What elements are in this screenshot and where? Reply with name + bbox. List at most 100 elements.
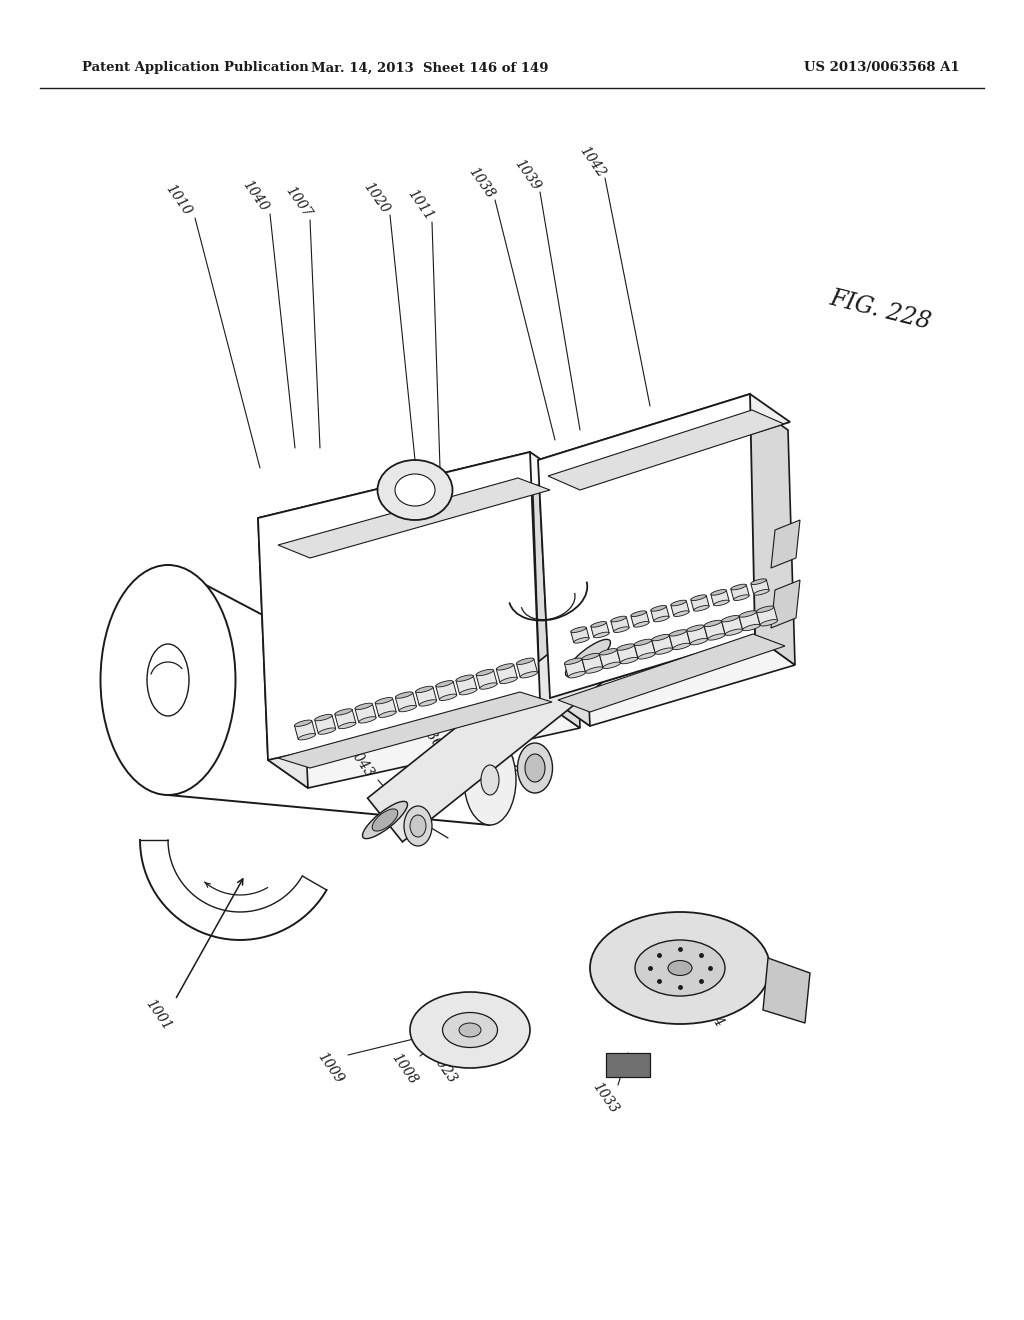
Polygon shape — [355, 704, 376, 722]
Ellipse shape — [464, 735, 516, 825]
Text: 1001: 1001 — [142, 997, 174, 1034]
Polygon shape — [606, 1053, 650, 1077]
Text: 1036: 1036 — [413, 715, 443, 751]
Polygon shape — [722, 616, 742, 635]
Text: 1037: 1037 — [481, 731, 513, 767]
Ellipse shape — [379, 711, 396, 717]
Polygon shape — [671, 601, 689, 615]
Polygon shape — [757, 607, 777, 626]
Polygon shape — [416, 688, 436, 705]
Ellipse shape — [757, 606, 774, 612]
Text: 1035: 1035 — [461, 729, 492, 766]
Text: 1011: 1011 — [404, 187, 435, 223]
Ellipse shape — [517, 743, 553, 793]
Polygon shape — [564, 659, 586, 677]
Ellipse shape — [100, 565, 236, 795]
Ellipse shape — [314, 714, 332, 721]
Ellipse shape — [147, 644, 189, 715]
Polygon shape — [538, 393, 790, 488]
Ellipse shape — [708, 634, 725, 640]
Ellipse shape — [674, 611, 689, 616]
Ellipse shape — [436, 681, 454, 686]
Ellipse shape — [653, 616, 669, 622]
Ellipse shape — [525, 754, 545, 781]
Polygon shape — [751, 579, 769, 594]
Polygon shape — [532, 469, 580, 729]
Ellipse shape — [372, 809, 397, 832]
Polygon shape — [538, 393, 755, 698]
Polygon shape — [278, 692, 552, 768]
Ellipse shape — [295, 719, 312, 726]
Ellipse shape — [631, 611, 646, 616]
Ellipse shape — [582, 653, 599, 660]
Text: 1020: 1020 — [360, 180, 391, 216]
Ellipse shape — [362, 801, 408, 838]
Ellipse shape — [395, 474, 435, 506]
Ellipse shape — [442, 1012, 498, 1048]
Ellipse shape — [500, 677, 517, 684]
Ellipse shape — [651, 606, 667, 611]
Polygon shape — [436, 681, 457, 700]
Polygon shape — [550, 636, 795, 726]
Ellipse shape — [671, 601, 686, 606]
Text: 1007: 1007 — [283, 183, 313, 220]
Ellipse shape — [410, 814, 426, 837]
Ellipse shape — [613, 627, 629, 632]
Text: 1008: 1008 — [388, 1051, 420, 1088]
Polygon shape — [771, 520, 800, 568]
Ellipse shape — [591, 622, 606, 627]
Ellipse shape — [690, 639, 708, 645]
Ellipse shape — [725, 630, 742, 635]
Ellipse shape — [399, 705, 417, 711]
Ellipse shape — [616, 644, 634, 651]
Ellipse shape — [358, 717, 376, 723]
Polygon shape — [731, 585, 750, 599]
Polygon shape — [258, 451, 540, 760]
Ellipse shape — [416, 686, 433, 693]
Polygon shape — [611, 616, 629, 632]
Ellipse shape — [568, 672, 586, 678]
Ellipse shape — [404, 807, 432, 846]
Ellipse shape — [705, 620, 722, 627]
Ellipse shape — [565, 639, 610, 677]
Ellipse shape — [459, 1023, 481, 1038]
Polygon shape — [691, 595, 710, 610]
Ellipse shape — [634, 639, 651, 645]
Ellipse shape — [590, 912, 770, 1024]
Text: 1027: 1027 — [278, 557, 308, 593]
Text: Patent Application Publication: Patent Application Publication — [82, 62, 309, 74]
Text: 1033: 1033 — [590, 1080, 621, 1117]
Polygon shape — [395, 693, 417, 711]
Ellipse shape — [479, 682, 498, 689]
Ellipse shape — [670, 630, 687, 636]
Polygon shape — [295, 721, 315, 739]
Ellipse shape — [714, 601, 729, 606]
Text: 1044: 1044 — [694, 994, 726, 1030]
Polygon shape — [711, 590, 729, 605]
Polygon shape — [591, 622, 609, 638]
Polygon shape — [314, 715, 336, 734]
Ellipse shape — [481, 766, 499, 795]
Polygon shape — [616, 644, 638, 663]
Polygon shape — [631, 611, 649, 627]
Text: FIG. 228: FIG. 228 — [827, 286, 933, 334]
Ellipse shape — [638, 652, 655, 659]
Ellipse shape — [439, 694, 457, 701]
Polygon shape — [258, 451, 568, 545]
Ellipse shape — [586, 667, 603, 673]
Polygon shape — [476, 671, 497, 688]
Ellipse shape — [298, 734, 315, 741]
Ellipse shape — [751, 579, 766, 585]
Ellipse shape — [693, 606, 710, 611]
Polygon shape — [516, 659, 538, 677]
Ellipse shape — [655, 648, 673, 655]
Ellipse shape — [722, 615, 739, 622]
Polygon shape — [368, 636, 605, 842]
Ellipse shape — [375, 697, 392, 704]
Polygon shape — [570, 627, 589, 643]
Ellipse shape — [516, 659, 534, 664]
Ellipse shape — [691, 595, 707, 601]
Text: 1039: 1039 — [511, 157, 543, 193]
Polygon shape — [651, 635, 673, 653]
Ellipse shape — [476, 669, 494, 676]
